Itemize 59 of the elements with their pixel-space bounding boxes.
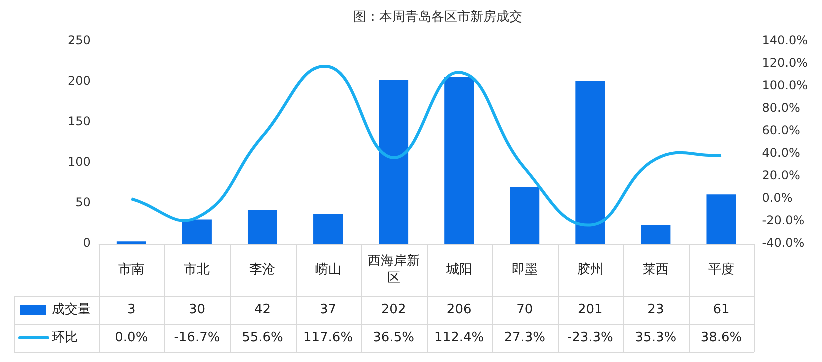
x-tick-label: 西海岸新区: [368, 254, 420, 286]
data-label: 61: [713, 302, 730, 318]
y2-tick-label: 20.0%: [762, 168, 800, 183]
bar: [248, 210, 278, 244]
y-tick-label: 150: [68, 114, 91, 129]
data-label: 55.6%: [242, 330, 284, 346]
y-tick-label: 100: [68, 155, 91, 170]
x-tick-label: 即墨: [512, 262, 538, 278]
y2-tick-label: 60.0%: [762, 124, 800, 138]
bar: [706, 194, 736, 244]
bar: [576, 81, 606, 244]
y2-tick-label: 0.0%: [762, 191, 793, 206]
chart-title: 图：本周青岛各区市新房成交: [354, 9, 522, 26]
x-tick-label: 莱西: [642, 262, 669, 278]
data-label: 23: [648, 302, 664, 318]
y2-tick-label: -20.0%: [762, 214, 805, 228]
bar: [182, 220, 212, 244]
bar: [444, 77, 474, 244]
line-series: [130, 65, 723, 227]
x-tick-label: 胶州: [577, 262, 604, 278]
y2-tick-label: -40.0%: [762, 236, 805, 250]
data-label: 206: [446, 302, 472, 318]
data-label: 112.4%: [434, 330, 484, 346]
y2-tick-label: 40.0%: [762, 146, 800, 160]
y2-tick-label: 80.0%: [762, 101, 800, 116]
data-label: 202: [381, 302, 406, 318]
bar: [314, 214, 344, 244]
y-tick-label: 250: [68, 34, 91, 48]
y-tick-label: 200: [68, 74, 91, 88]
data-label: 37: [320, 302, 337, 318]
data-label: 70: [516, 302, 534, 318]
x-tick-label: 市北: [184, 262, 210, 278]
data-label: 42: [254, 302, 272, 318]
x-tick-label: 平度: [708, 261, 734, 278]
x-tick-label: 城阳: [445, 262, 472, 278]
data-label: -23.3%: [567, 330, 614, 346]
x-tick-label: 李沧: [250, 262, 276, 278]
legend-label: 环比: [52, 330, 78, 346]
x-tick-label: 市南: [118, 262, 145, 278]
data-label: 27.3%: [504, 330, 546, 346]
y2-tick-label: 140.0%: [762, 34, 808, 48]
data-label: -16.7%: [174, 330, 220, 346]
data-label: 0.0%: [115, 330, 148, 346]
data-label: 38.6%: [700, 330, 742, 346]
data-label: 36.5%: [373, 330, 414, 346]
data-label: 201: [578, 302, 603, 318]
x-tick-label: 崂山: [315, 262, 342, 278]
data-label: 35.3%: [635, 330, 677, 346]
y-tick-label: 50: [76, 196, 91, 210]
data-label: 117.6%: [303, 330, 354, 346]
legend-label: 成交量: [52, 301, 91, 318]
bar: [379, 80, 409, 244]
y2-tick-label: 100.0%: [762, 78, 808, 93]
data-label: 3: [128, 302, 136, 318]
bar: [510, 187, 540, 244]
y2-tick-label: 120.0%: [762, 56, 808, 70]
bar: [641, 225, 671, 244]
y-tick-label: 0: [83, 236, 91, 250]
data-label: 30: [188, 302, 206, 318]
